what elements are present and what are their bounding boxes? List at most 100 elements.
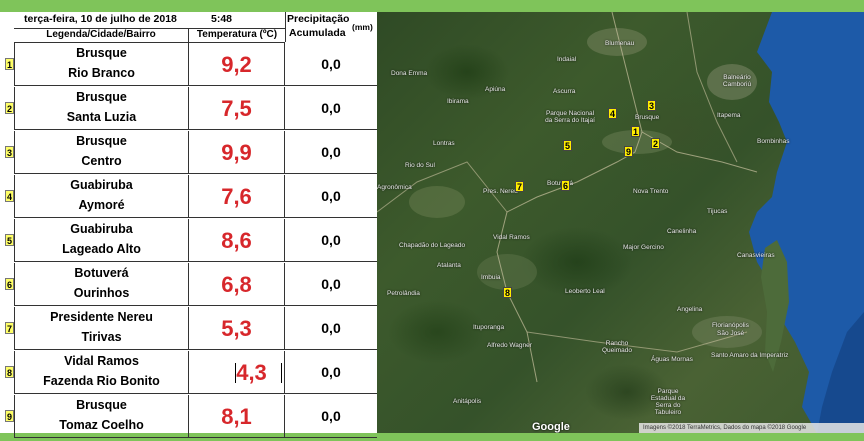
column-header-row: Legenda/Cidade/Bairro Temperatura (ºC): [14, 28, 285, 43]
station-city: Presidente Nereu: [50, 310, 153, 324]
station-location-cell: Brusque Rio Branco: [14, 43, 189, 86]
map-label-lontras: Lontras: [433, 140, 455, 147]
station-marker-3[interactable]: 3: [647, 100, 656, 111]
map-label-dona-emma: Dona Emma: [391, 70, 428, 77]
map-terrain: [377, 12, 864, 433]
station-city: Brusque: [76, 134, 127, 148]
island: [761, 240, 789, 372]
station-temperature[interactable]: 4,3: [189, 351, 285, 394]
map-label-alfredo: Alfredo Wagner: [487, 342, 532, 349]
table-header-row: terça-feira, 10 de julho de 2018 5:48: [14, 12, 377, 29]
urban-patch: [692, 316, 762, 348]
station-row: 2 Brusque Santa Luzia 7,5 0,0: [0, 87, 377, 130]
google-logo: Google: [532, 421, 570, 433]
precipitation-header: Precipitação Acumulada (mm): [285, 12, 378, 42]
station-city: Brusque: [76, 90, 127, 104]
precipitation-unit: (mm): [352, 22, 373, 32]
station-bairro: Santa Luzia: [66, 110, 137, 124]
station-precipitation: 0,0: [285, 307, 377, 350]
station-number-badge: 5: [5, 234, 14, 246]
map-label-sao-jose: São José: [717, 330, 745, 337]
station-temperature: 8,6: [189, 219, 285, 262]
station-location-cell: Brusque Centro: [14, 131, 189, 174]
station-row: 9 Brusque Tomaz Coelho 8,1 0,0: [0, 395, 377, 438]
station-number-badge: 8: [5, 366, 14, 378]
urban-patch: [477, 254, 537, 290]
station-row: 7 Presidente Nereu Tirivas 5,3 0,0: [0, 307, 377, 350]
map-label-leoberto: Leoberto Leal: [565, 288, 605, 295]
map-label-vidal-ramos: Vidal Ramos: [493, 234, 530, 241]
station-number-badge: 7: [5, 322, 14, 334]
station-marker-8[interactable]: 8: [503, 287, 512, 298]
map-label-itapema: Itapema: [717, 112, 741, 119]
precipitation-header-line2: Acumulada: [289, 27, 346, 39]
station-bairro: Centro: [81, 154, 122, 168]
map-label-santo-amaro: Santo Amaro da Imperatriz: [711, 352, 789, 359]
urban-patch: [409, 186, 465, 218]
map-label-brusque: Brusque: [635, 114, 660, 121]
station-marker-1[interactable]: 1: [631, 126, 640, 137]
station-row: 6 Botuverá Ourinhos 6,8 0,0: [0, 263, 377, 306]
station-location-cell: Guabiruba Aymoré: [14, 175, 189, 218]
station-temperature: 7,6: [189, 175, 285, 218]
station-temperature: 6,8: [189, 263, 285, 306]
station-city: Guabiruba: [70, 178, 133, 192]
map-label-canelinha: Canelinha: [667, 228, 697, 235]
station-temperature: 9,9: [189, 131, 285, 174]
station-marker-5[interactable]: 5: [563, 140, 572, 151]
station-city: Brusque: [76, 398, 127, 412]
station-location-cell: Brusque Tomaz Coelho: [14, 395, 189, 438]
station-location-cell: Vidal Ramos Fazenda Rio Bonito: [14, 351, 189, 394]
station-bairro: Tomaz Coelho: [59, 418, 144, 432]
station-precipitation: 0,0: [285, 87, 377, 130]
map-label-rio-do-sul: Rio do Sul: [405, 162, 435, 169]
map-label-petrolandia: Petrolândia: [387, 290, 420, 297]
map-label-blumenau: Blumenau: [605, 40, 635, 47]
station-bairro: Ourinhos: [73, 286, 130, 300]
station-marker-7[interactable]: 7: [515, 181, 524, 192]
ocean: [749, 12, 864, 433]
station-city: Guabiruba: [70, 222, 133, 236]
station-marker-6[interactable]: 6: [561, 180, 570, 191]
map-label-rancho-queimado: Rancho Queimado: [602, 340, 632, 354]
map-label-pres-nereu: Pres. Nereu: [483, 188, 518, 195]
ocean-deep: [817, 312, 864, 433]
station-marker-9[interactable]: 9: [624, 146, 633, 157]
map-label-bombinhas: Bombinhas: [757, 138, 790, 145]
station-temperature: 9,2: [189, 43, 285, 86]
location-column-header: Legenda/Cidade/Bairro: [14, 28, 189, 42]
weather-table-panel: terça-feira, 10 de julho de 2018 5:48 Pr…: [0, 12, 378, 438]
road: [506, 12, 643, 213]
station-location-cell: Presidente Nereu Tirivas: [14, 307, 189, 350]
map-label-indaial: Indaial: [557, 56, 577, 63]
station-marker-2[interactable]: 2: [651, 138, 660, 149]
station-temperature: 8,1: [189, 395, 285, 438]
map-label-nova-trento: Nova Trento: [633, 188, 669, 195]
map-label-apiuna: Apiúna: [485, 86, 506, 93]
station-bairro: Lageado Alto: [62, 242, 141, 256]
station-marker-4[interactable]: 4: [608, 108, 617, 119]
station-bairro: Aymoré: [78, 198, 125, 212]
map-label-canasvieiras: Canasvieiras: [737, 252, 775, 259]
temperature-column-header: Temperatura (ºC): [196, 29, 278, 40]
station-precipitation: 0,0: [285, 351, 377, 394]
map-label-ascurra: Ascurra: [553, 88, 576, 95]
station-precipitation: 0,0: [285, 219, 377, 262]
station-precipitation: 0,0: [285, 131, 377, 174]
station-precipitation: 0,0: [285, 263, 377, 306]
station-temperature: 7,5: [189, 87, 285, 130]
map-attribution[interactable]: Imagens ©2018 TerraMetrics, Dados do map…: [639, 423, 864, 433]
station-row: 5 Guabiruba Lageado Alto 8,6 0,0: [0, 219, 377, 262]
road: [377, 161, 508, 213]
text-cursor: [281, 363, 282, 383]
station-city: Brusque: [76, 46, 127, 60]
urban-patch: [707, 64, 757, 100]
date-label: terça-feira, 10 de julho de 2018: [24, 13, 177, 25]
station-location-cell: Botuverá Ourinhos: [14, 263, 189, 306]
station-row: 3 Brusque Centro 9,9 0,0: [0, 131, 377, 174]
satellite-map[interactable]: Blumenau Balneário Camboriú Parque Nacio…: [377, 12, 864, 433]
map-label-angelina: Angelina: [677, 306, 703, 313]
station-number-badge: 6: [5, 278, 14, 290]
map-label-imbuia: Imbuia: [481, 274, 501, 281]
map-label-florianopolis: Florianópolis: [712, 322, 749, 329]
